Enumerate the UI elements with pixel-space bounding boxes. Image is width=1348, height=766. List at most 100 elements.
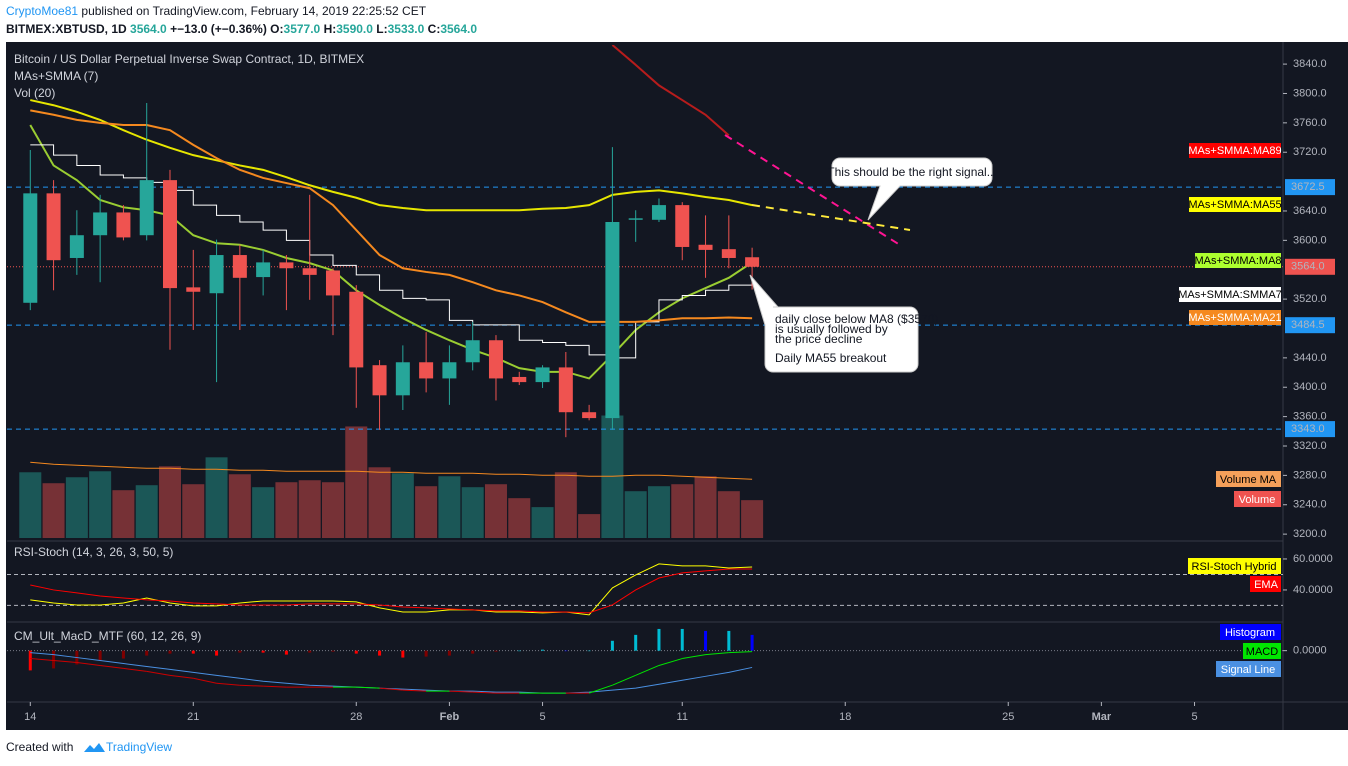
candle-body — [395, 362, 410, 396]
callout-text: is usually followed by — [775, 322, 888, 336]
callout-box — [831, 157, 993, 221]
macd-segment — [635, 665, 660, 676]
histogram-bar — [191, 650, 195, 654]
histogram-bar — [52, 650, 56, 669]
candle-body — [302, 268, 317, 275]
histogram-bar — [145, 650, 149, 656]
macd-segment — [53, 660, 77, 663]
author[interactable]: CryptoMoe81 — [6, 4, 78, 18]
histogram-bar — [261, 650, 265, 653]
series-label: RSI-Stoch Hybrid — [1192, 561, 1277, 573]
series-label: MAs+SMMA:SMMA7 — [1178, 289, 1282, 301]
pane-title: CM_Ult_MacD_MTF (60, 12, 26, 9) — [14, 629, 201, 643]
histogram-bar — [354, 650, 358, 654]
x-tick-label: 14 — [24, 711, 36, 723]
macd-segment — [356, 686, 380, 689]
y-tick-label: 3600.0 — [1293, 234, 1327, 246]
candle-body — [419, 362, 434, 379]
change: +−13.0 (+−0.36%) — [170, 22, 267, 36]
callout-text: daily close below MA8 ($3570) — [775, 312, 938, 326]
histogram-bar — [121, 650, 125, 659]
y-tick-label: 3200.0 — [1293, 528, 1327, 540]
volume-bar — [554, 472, 577, 538]
histogram-bar — [331, 650, 335, 652]
label-bg — [1234, 491, 1281, 507]
histogram-bar — [168, 650, 172, 654]
x-tick-label: Mar — [1092, 711, 1112, 723]
price-label: 3672.5 — [1291, 181, 1325, 193]
symbol-line: BITMEX:XBTUSD, 1D 3564.0 +−13.0 (+−0.36%… — [6, 22, 477, 36]
series-line — [30, 563, 753, 616]
macd-segment — [76, 662, 101, 666]
histogram-bar — [704, 630, 708, 651]
ohlc-c: C: — [428, 22, 441, 36]
volume-bar — [252, 487, 275, 538]
histogram-bar — [727, 630, 731, 651]
candle-body — [209, 255, 224, 294]
footer-text: Created with — [6, 740, 73, 754]
ohlc-l-v: 3533.0 — [388, 22, 425, 36]
volume-bar — [135, 485, 158, 538]
volume-bar — [671, 484, 694, 538]
ohlc-o: O: — [270, 22, 283, 36]
volume-bar — [624, 491, 647, 538]
footer-brand[interactable]: TradingView — [106, 740, 172, 754]
macd-segment — [449, 690, 473, 693]
series-label: MAs+SMMA:MA8 — [1194, 255, 1281, 267]
y-tick-label: 3520.0 — [1293, 293, 1327, 305]
volume-bar — [298, 480, 321, 538]
price-label: 3564.0 — [1291, 261, 1325, 273]
y-tick-label: 3840.0 — [1293, 58, 1327, 70]
volume-bar — [694, 476, 717, 538]
volume-bar — [647, 486, 670, 538]
histogram-bar — [750, 634, 754, 651]
candle-body — [232, 255, 247, 278]
callout: daily close below MA8 ($3570) is usually… — [749, 274, 938, 373]
series-label: MAs+SMMA:MA21 — [1188, 312, 1281, 324]
series-label: EMA — [1254, 579, 1279, 591]
label-bg — [1195, 253, 1281, 268]
histogram-bar — [517, 650, 521, 652]
price-label: 3484.5 — [1291, 319, 1325, 331]
y-tick-label: 3320.0 — [1293, 440, 1327, 452]
callout-text: the price decline — [775, 332, 863, 346]
histogram-bar — [634, 634, 638, 651]
y-tick-label: 60.0000 — [1293, 553, 1333, 565]
macd-segment — [402, 689, 427, 692]
candle-body — [558, 367, 573, 413]
x-tick-label: 18 — [839, 711, 851, 723]
macd-segment — [169, 674, 194, 679]
candle-body — [628, 218, 643, 220]
label-bg — [1250, 576, 1281, 592]
series-label: Histogram — [1225, 627, 1275, 639]
histogram-bar — [215, 650, 219, 656]
label-bg — [1189, 143, 1281, 158]
label-bg — [1179, 287, 1281, 302]
histogram-bar — [587, 650, 591, 652]
histogram-bar — [680, 628, 684, 651]
label-bg — [1220, 624, 1281, 640]
macd-segment — [705, 652, 729, 656]
macd-segment — [588, 684, 613, 694]
ohlc-c-v: 3564.0 — [440, 22, 477, 36]
y-tick-label: 3640.0 — [1293, 205, 1327, 217]
macd-segment — [216, 682, 240, 686]
histogram-bar — [284, 650, 288, 655]
candle-body — [69, 235, 84, 258]
candle-body — [605, 221, 620, 419]
candle-body — [256, 262, 271, 278]
volume-bar — [368, 467, 391, 538]
volume-bar — [345, 426, 368, 538]
series-label: MACD — [1246, 646, 1278, 658]
ohlc-o-v: 3577.0 — [284, 22, 321, 36]
y-tick-label: 3240.0 — [1293, 499, 1327, 511]
macd-segment — [123, 667, 147, 672]
candle-body — [512, 376, 527, 383]
price-label: 3343.0 — [1291, 423, 1325, 435]
series-line — [30, 99, 753, 212]
candle-body — [349, 291, 364, 368]
x-tick-label: 21 — [187, 711, 199, 723]
volume-bar — [112, 490, 135, 538]
histogram-bar — [447, 650, 451, 656]
candle-body — [162, 180, 177, 289]
